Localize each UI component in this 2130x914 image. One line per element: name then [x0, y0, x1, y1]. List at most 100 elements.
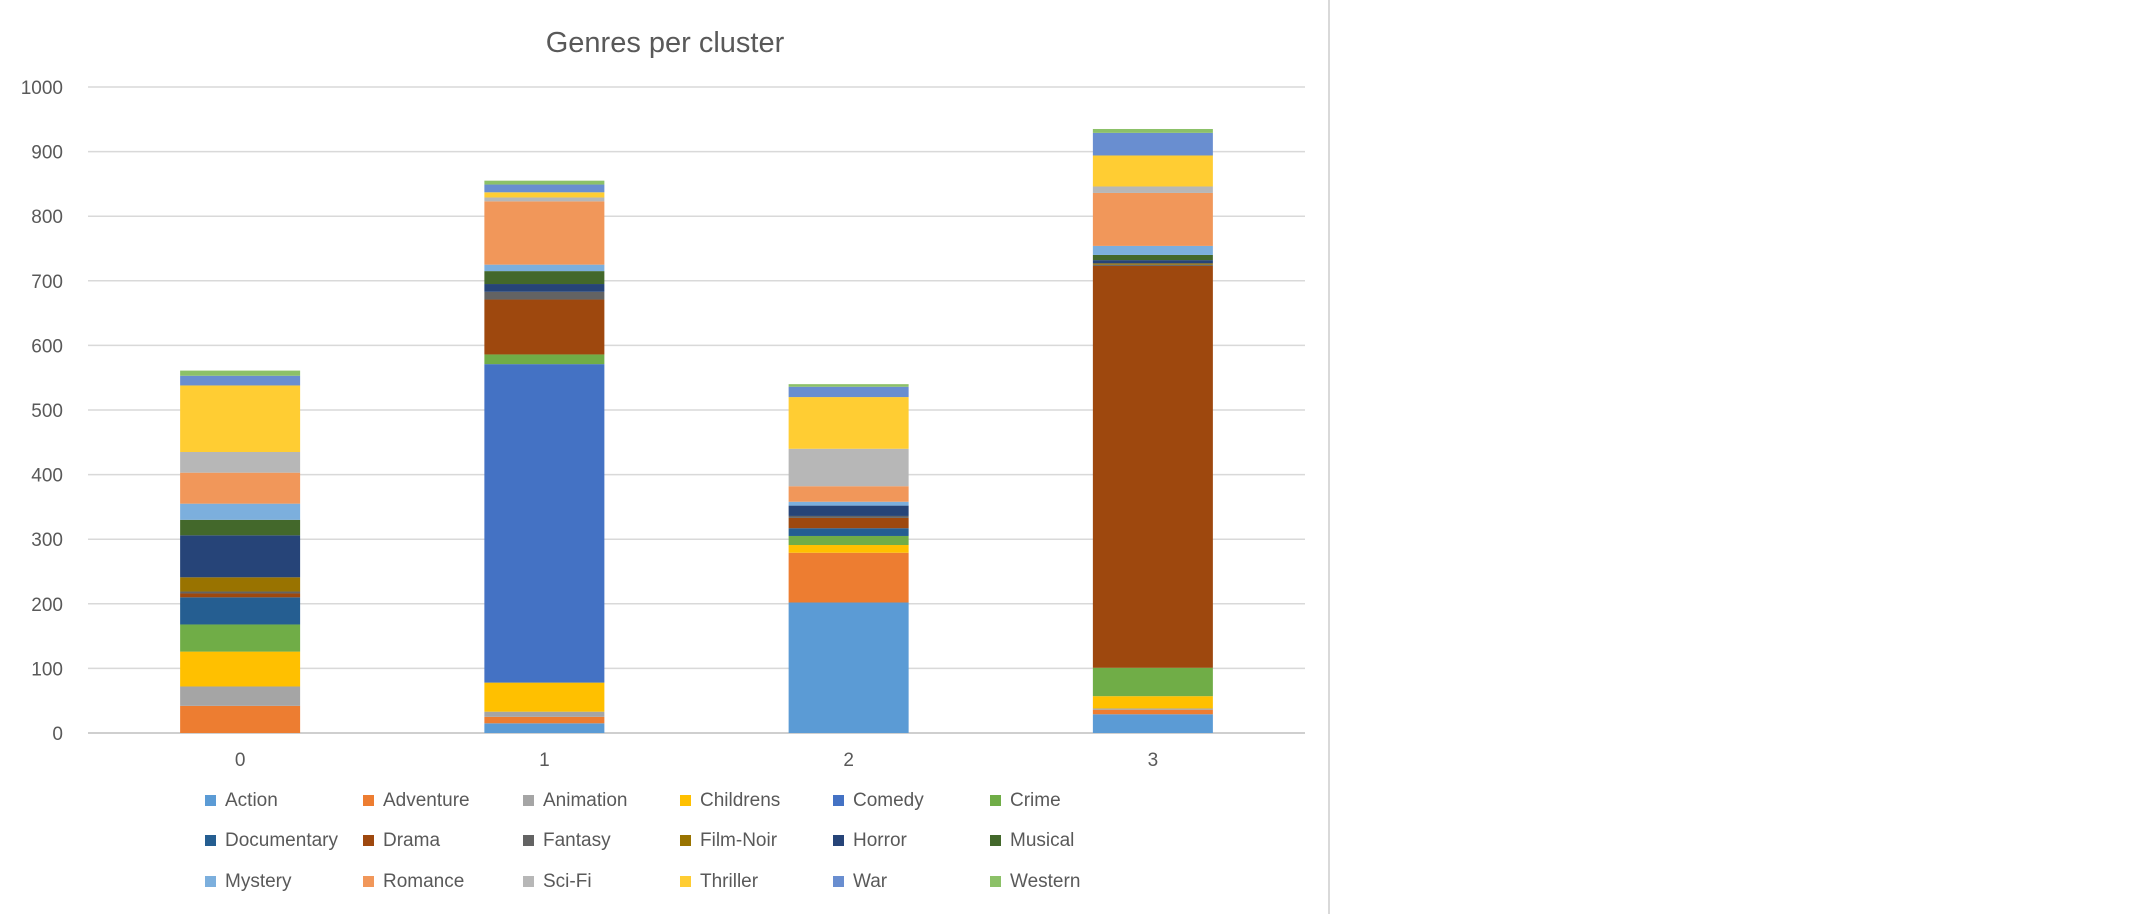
bar-segment-animation: [484, 711, 605, 717]
legend-swatch: [833, 835, 844, 846]
legend-label: Drama: [383, 830, 440, 851]
x-tick-label: 3: [1148, 750, 1159, 771]
legend-label: War: [853, 871, 888, 892]
legend-swatch: [523, 795, 534, 806]
legend-label: Animation: [543, 790, 628, 811]
legend-swatch: [990, 835, 1001, 846]
x-tick-label: 1: [539, 750, 550, 771]
bar-segment-action: [788, 602, 909, 733]
legend-swatch: [680, 795, 691, 806]
bar-segment-adventure: [180, 705, 301, 733]
bar-segment-animation: [180, 686, 301, 706]
bar-segment-documentary: [788, 528, 909, 536]
bar-segment-fantasy: [788, 515, 909, 518]
legend-swatch: [205, 876, 216, 887]
legend-label: Horror: [853, 830, 908, 851]
y-tick-label: 0: [52, 724, 63, 745]
legend-label: Sci-Fi: [543, 871, 592, 892]
legend-label: Mystery: [225, 871, 292, 892]
bar-segment-thriller: [1092, 155, 1213, 187]
bars: [180, 128, 1213, 733]
bar-segment-war: [1092, 132, 1213, 156]
legend-label: Documentary: [225, 830, 338, 851]
bar-segment-crime: [180, 624, 301, 652]
bar-segment-action: [1092, 714, 1213, 733]
legend-label: Film-Noir: [700, 830, 778, 851]
legend-swatch: [363, 876, 374, 887]
y-tick-label: 800: [31, 207, 63, 228]
legend-swatch: [523, 835, 534, 846]
y-tick-label: 300: [31, 530, 63, 551]
legend-swatch: [363, 795, 374, 806]
bar-segment-childrens: [484, 682, 605, 712]
bar-segment-crime: [1092, 667, 1213, 697]
legend-swatch: [833, 795, 844, 806]
bar-segment-adventure: [788, 552, 909, 603]
bar-segment-animation: [1092, 708, 1213, 710]
bar-segment-western: [1092, 128, 1213, 133]
bar-segment-war: [180, 375, 301, 386]
y-tick-label: 100: [31, 659, 63, 680]
legend-swatch: [833, 876, 844, 887]
bar-segment-romance: [788, 486, 909, 502]
bar-segment-film-noir: [1092, 263, 1213, 265]
bar-segment-drama: [1092, 265, 1213, 668]
bar-segment-thriller: [180, 385, 301, 452]
bar-segment-western: [484, 180, 605, 185]
chart-title: Genres per cluster: [546, 27, 785, 59]
y-tick-label: 500: [31, 401, 63, 422]
y-tick-label: 600: [31, 336, 63, 357]
bar-segment-adventure: [484, 716, 605, 724]
bar-segment-documentary: [180, 597, 301, 625]
bar-segment-sci-fi: [788, 448, 909, 487]
bar-segment-fantasy: [180, 591, 301, 594]
bar-segment-action: [484, 723, 605, 733]
legend-label: Fantasy: [543, 830, 611, 851]
legend-label: Action: [225, 790, 278, 811]
bar-segment-romance: [180, 472, 301, 504]
legend-label: Thriller: [700, 871, 759, 892]
bar-segment-musical: [1092, 254, 1213, 261]
bar-segment-thriller: [484, 192, 605, 198]
bar-segment-mystery: [484, 264, 605, 272]
bar-segment-drama: [484, 299, 605, 355]
bar-segment-horror: [1092, 260, 1213, 264]
bar-segment-crime: [484, 354, 605, 365]
bar-segment-childrens: [788, 545, 909, 553]
legend-label: Crime: [1010, 790, 1061, 811]
legend-swatch: [680, 835, 691, 846]
bar-segment-sci-fi: [180, 451, 301, 473]
bar-segment-mystery: [788, 501, 909, 506]
bar-segment-childrens: [1092, 696, 1213, 709]
bar-segment-western: [788, 384, 909, 387]
bar-segment-horror: [484, 284, 605, 292]
bar-segment-musical: [484, 271, 605, 285]
legend-swatch: [205, 795, 216, 806]
stacked-bar-chart: Genres per cluster 0 100 200 300 400 500 600 70…: [21, 27, 1305, 892]
bar-segment-war: [484, 184, 605, 193]
bar-segment-horror: [788, 505, 909, 516]
chart-frame: Genres per cluster 0 100 200 300 400 500 600 70…: [20, 0, 1330, 914]
x-tick-label: 0: [235, 750, 246, 771]
y-tick-label: 900: [31, 143, 63, 164]
x-axis: 0 1 2 3: [235, 750, 1158, 771]
bar-segment-romance: [1092, 192, 1213, 246]
y-tick-label: 400: [31, 466, 63, 487]
bar-segment-drama: [180, 593, 301, 598]
legend-swatch: [523, 876, 534, 887]
y-tick-label: 700: [31, 272, 63, 293]
legend-label: Comedy: [853, 790, 924, 811]
bar-segment-sci-fi: [1092, 186, 1213, 193]
legend-label: Adventure: [383, 790, 470, 811]
x-tick-label: 2: [843, 750, 854, 771]
y-tick-label: 1000: [21, 78, 63, 99]
bar-segment-drama: [788, 517, 909, 529]
bar-segment-crime: [788, 535, 909, 546]
bar-segment-mystery: [1092, 245, 1213, 255]
legend-swatch: [990, 795, 1001, 806]
y-tick-label: 200: [31, 595, 63, 616]
legend-swatch: [990, 876, 1001, 887]
legend-label: Romance: [383, 871, 464, 892]
bar-segment-sci-fi: [484, 197, 605, 202]
legend-swatch: [680, 876, 691, 887]
